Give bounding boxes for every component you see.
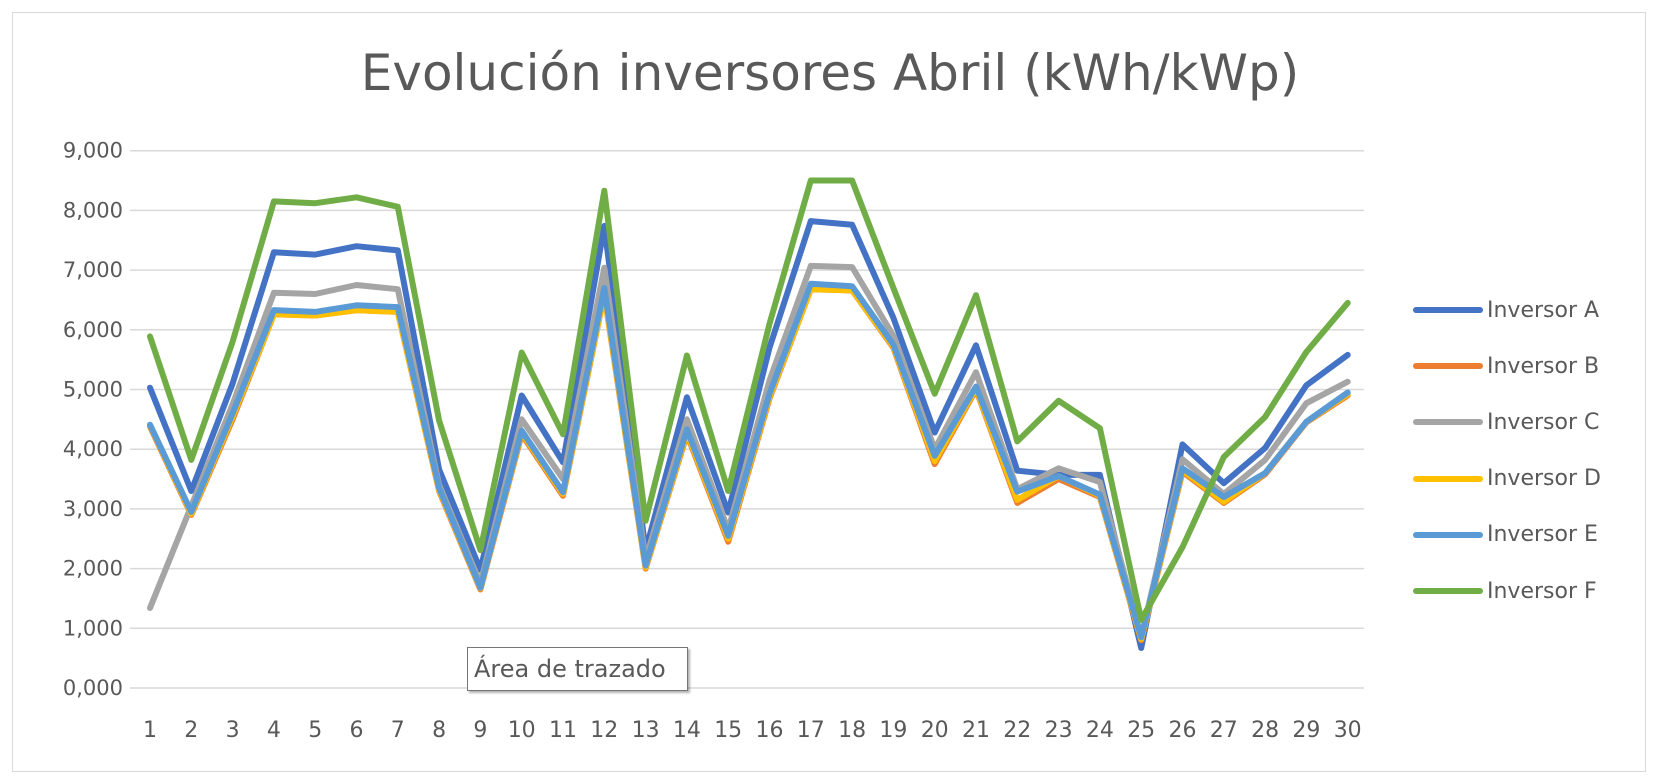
legend-swatch (1413, 419, 1483, 426)
legend-label: Inversor F (1487, 578, 1597, 604)
x-tick-label: 1 (143, 718, 157, 743)
y-tick-label: 8,000 (63, 198, 123, 222)
y-tick-label: 2,000 (63, 557, 123, 581)
legend-swatch (1413, 475, 1483, 482)
chart-title-text: Evolución inversores Abril (kWh/kWp) (360, 44, 1300, 102)
legend-item-inversor-b[interactable]: Inversor B (1413, 338, 1601, 394)
x-tick-label: 19 (879, 718, 907, 743)
series-line-inversor-e[interactable] (147, 280, 1351, 641)
x-tick-label: 6 (350, 718, 364, 743)
x-tick-label: 12 (590, 718, 618, 743)
x-tick-label: 22 (1003, 718, 1031, 743)
chart-title: Evolución inversores Abril (kWh/kWp) (0, 44, 1660, 102)
series-line-inversor-a[interactable] (147, 218, 1351, 651)
y-tick-label: 1,000 (63, 616, 123, 640)
y-tick-label: 0,000 (63, 676, 123, 700)
data-series[interactable] (147, 177, 1351, 651)
x-tick-label: 16 (756, 718, 784, 743)
x-tick-label: 3 (226, 718, 240, 743)
legend-item-inversor-a[interactable]: Inversor A (1413, 282, 1601, 338)
x-tick-label: 7 (391, 718, 405, 743)
x-tick-label: 30 (1334, 718, 1362, 743)
x-tick-label: 14 (673, 718, 701, 743)
x-tick-label: 21 (962, 718, 990, 743)
x-tick-label: 13 (632, 718, 660, 743)
x-tick-label: 8 (432, 718, 446, 743)
legend-swatch (1413, 307, 1483, 314)
legend-label: Inversor D (1487, 466, 1601, 492)
x-tick-label: 5 (308, 718, 322, 743)
x-tick-label: 9 (473, 718, 487, 743)
x-tick-label: 27 (1210, 718, 1238, 743)
legend-swatch (1413, 531, 1483, 538)
y-tick-label: 4,000 (63, 437, 123, 461)
x-tick-label: 10 (508, 718, 536, 743)
legend-item-inversor-f[interactable]: Inversor F (1413, 563, 1601, 619)
legend-label: Inversor C (1487, 409, 1600, 435)
x-tick-label: 2 (184, 718, 198, 743)
legend-label: Inversor B (1487, 353, 1600, 379)
legend[interactable]: Inversor A Inversor B Inversor C Inversor D… (1413, 282, 1601, 619)
y-axis-labels: 0,000 1,000 2,000 3,000 4,000 5,000 6,000 7,000… (63, 139, 123, 700)
legend-label: Inversor E (1487, 522, 1598, 548)
legend-label: Inversor A (1487, 297, 1600, 323)
y-tick-label: 6,000 (63, 318, 123, 342)
x-tick-label: 18 (838, 718, 866, 743)
legend-item-inversor-e[interactable]: Inversor E (1413, 507, 1601, 563)
y-tick-label: 7,000 (63, 258, 123, 282)
x-tick-label: 24 (1086, 718, 1114, 743)
x-tick-label: 25 (1127, 718, 1155, 743)
x-tick-label: 20 (921, 718, 949, 743)
x-axis-labels: 1 2 3 4 5 6 7 8 9 10 11 12 13 14 15 16 17 18 19 20 21 22 23 24 2… (143, 718, 1362, 743)
x-tick-label: 11 (549, 718, 577, 743)
x-tick-label: 28 (1251, 718, 1279, 743)
x-tick-label: 26 (1169, 718, 1197, 743)
legend-swatch (1413, 588, 1483, 595)
series-line-inversor-f[interactable] (147, 177, 1351, 623)
y-tick-label: 9,000 (63, 139, 123, 163)
y-tick-label: 5,000 (63, 378, 123, 402)
x-tick-label: 29 (1292, 718, 1320, 743)
legend-item-inversor-c[interactable]: Inversor C (1413, 394, 1601, 450)
legend-item-inversor-d[interactable]: Inversor D (1413, 451, 1601, 507)
series-line-inversor-c[interactable] (147, 262, 1351, 641)
legend-swatch (1413, 363, 1483, 370)
chart-frame[interactable] (12, 12, 1646, 772)
y-tick-label: 3,000 (63, 497, 123, 521)
x-tick-label: 15 (714, 718, 742, 743)
x-tick-label: 4 (267, 718, 281, 743)
plot-area-tooltip: Área de trazado (467, 647, 688, 691)
x-tick-label: 23 (1045, 718, 1073, 743)
x-tick-label: 17 (797, 718, 825, 743)
